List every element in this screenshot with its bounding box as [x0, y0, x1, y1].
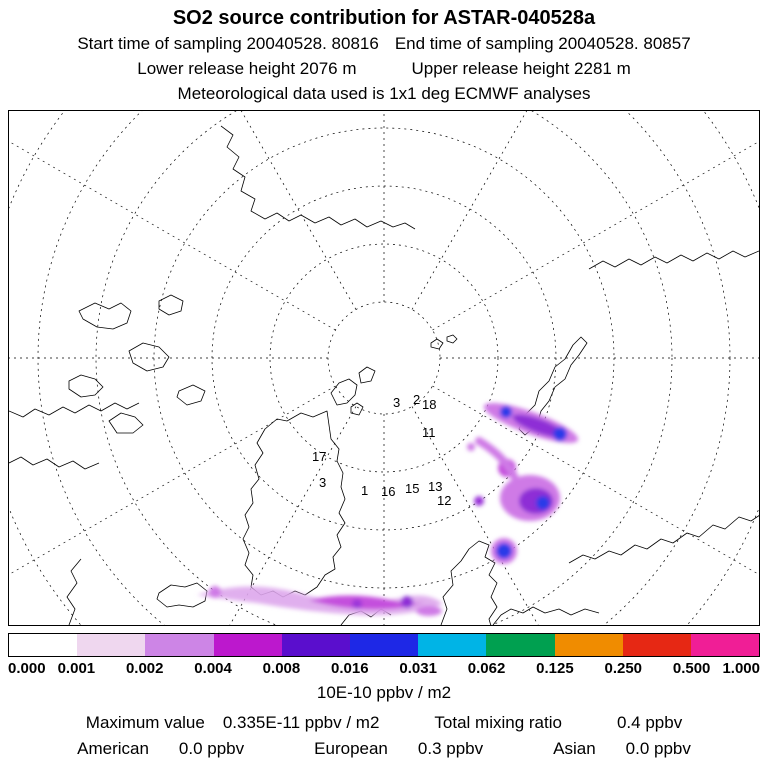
- region-stat: European 0.3 ppbv: [314, 738, 483, 759]
- colorbar-ticks: 0.000 0.001 0.002 0.004 0.008 0.016 0.031 0.062…: [8, 660, 760, 678]
- region-stat: Asian 0.0 ppbv: [553, 738, 691, 759]
- so2-plume-overlay: [197, 403, 579, 616]
- waypoint-label: 3: [319, 475, 326, 490]
- colorbar: [8, 633, 760, 657]
- colorbar-units: 10E-10 ppbv / m2: [316, 683, 452, 702]
- colorbar-segment: [281, 634, 350, 656]
- colorbar-segment: [9, 634, 78, 656]
- release-heights: Lower release height 2076 m Upper releas…: [0, 56, 768, 81]
- start-time-text: Start time of sampling 20040528. 80816: [77, 34, 379, 53]
- region-name: Asian: [553, 739, 596, 758]
- waypoint-label: 2: [413, 392, 420, 407]
- end-time-text: End time of sampling 20040528. 80857: [394, 34, 691, 53]
- colorbar-segment: [622, 634, 691, 656]
- region-value: 0.0 ppbv: [178, 739, 245, 758]
- waypoint-label: 17: [312, 449, 326, 464]
- colorbar-tick: 0.001: [57, 660, 96, 677]
- colorbar-tick: 0.000: [8, 660, 46, 677]
- region-value: 0.3 ppbv: [417, 739, 484, 758]
- waypoint-label: 15: [405, 481, 419, 496]
- colorbar-segment: [145, 634, 214, 656]
- colorbar-tick: 0.031: [399, 660, 437, 677]
- sampling-times: Start time of sampling 20040528. 80816 E…: [0, 31, 768, 56]
- stats-line-1: Maximum value 0.335E-11 ppbv / m2 Total …: [0, 712, 768, 733]
- lower-release-text: Lower release height 2076 m: [137, 59, 357, 78]
- colorbar-tick: 0.004: [194, 660, 232, 677]
- region-value: 0.0 ppbv: [625, 739, 691, 758]
- colorbar-segment: [349, 634, 419, 656]
- waypoint-label: 18: [422, 397, 436, 412]
- colorbar-tick: 0.002: [125, 660, 164, 677]
- waypoint-label: 13: [428, 479, 442, 494]
- upper-release-text: Upper release height 2281 m: [411, 59, 631, 78]
- polar-map: 3 2 18 11 17 3 1 16 15 13 12: [8, 110, 760, 626]
- region-name: American: [77, 739, 149, 758]
- colorbar-segment: [213, 634, 282, 656]
- colorbar-tick: 0.125: [536, 660, 574, 677]
- figure-title: SO2 source contribution for ASTAR-040528…: [172, 7, 596, 29]
- region-stat: American 0.0 ppbv: [77, 738, 244, 759]
- colorbar-segment: [554, 634, 623, 656]
- total-mixing-ratio-label: Total mixing ratio: [434, 713, 562, 732]
- waypoint-label: 16: [381, 484, 395, 499]
- waypoint-label: 3: [393, 395, 400, 410]
- coastlines: [9, 125, 759, 625]
- stats-line-2: American 0.0 ppbv European 0.3 ppbv Asian 0.0…: [0, 738, 768, 759]
- colorbar-tick: 0.062: [467, 660, 506, 677]
- met-data-text: Meteorological data used is 1x1 deg ECMW…: [177, 84, 591, 103]
- colorbar-tick: 0.008: [262, 660, 301, 677]
- waypoint-label: 1: [361, 483, 368, 498]
- colorbar-segment: [418, 634, 487, 656]
- total-mixing-ratio-value: 0.4 ppbv: [616, 713, 683, 732]
- figure-header: SO2 source contribution for ASTAR-040528…: [0, 0, 768, 106]
- colorbar-tick: 0.500: [672, 660, 711, 677]
- colorbar-tick: 0.016: [331, 660, 369, 677]
- waypoint-label: 11: [422, 425, 436, 440]
- max-value: 0.335E-11 ppbv / m2: [222, 713, 380, 732]
- colorbar-segment: [77, 634, 146, 656]
- colorbar-segment: [486, 634, 555, 656]
- region-name: European: [314, 739, 388, 758]
- max-value-label: Maximum value: [85, 713, 205, 732]
- graticule: [9, 111, 759, 625]
- waypoint-label: 12: [437, 493, 451, 508]
- colorbar-tick: 0.250: [604, 660, 643, 677]
- colorbar-tick: 1.000: [722, 660, 760, 677]
- colorbar-segment: [690, 634, 760, 656]
